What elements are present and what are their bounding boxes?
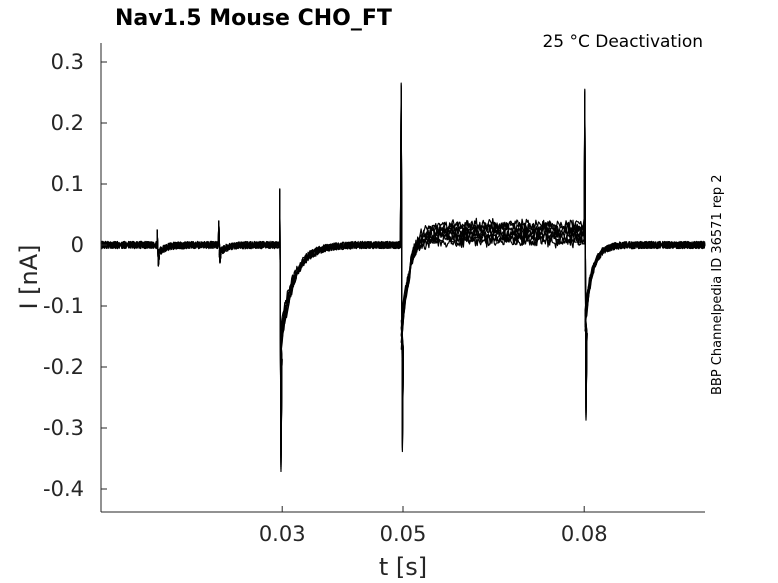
condition-annotation: 25 °C Deactivation: [542, 32, 703, 52]
y-ticks: 0.3 0.2 0.1 0 -0.1 -0.2 -0.3 -0.4: [43, 50, 107, 501]
y-tick-label: -0.1: [43, 294, 84, 318]
x-tick-label: 0.05: [380, 522, 427, 546]
chart-title: Nav1.5 Mouse CHO_FT: [115, 6, 392, 31]
source-side-label: BBP Channelpedia ID 36571 rep 2: [710, 174, 725, 395]
y-tick-label: -0.4: [43, 477, 84, 501]
y-tick-label: 0: [71, 233, 84, 257]
current-trace-line: [100, 82, 706, 473]
y-tick-label: -0.3: [43, 416, 84, 440]
x-tick-label: 0.08: [561, 522, 608, 546]
x-axis-label: t [s]: [379, 553, 427, 581]
y-tick-label: 0.2: [51, 111, 84, 135]
y-axis-label: I [nA]: [15, 244, 43, 309]
y-tick-label: 0.1: [51, 172, 84, 196]
y-tick-label: -0.2: [43, 355, 84, 379]
x-ticks: 0.03 0.05 0.08: [259, 506, 608, 546]
current-traces: [100, 82, 706, 473]
y-tick-label: 0.3: [51, 50, 84, 74]
x-tick-label: 0.03: [259, 522, 306, 546]
